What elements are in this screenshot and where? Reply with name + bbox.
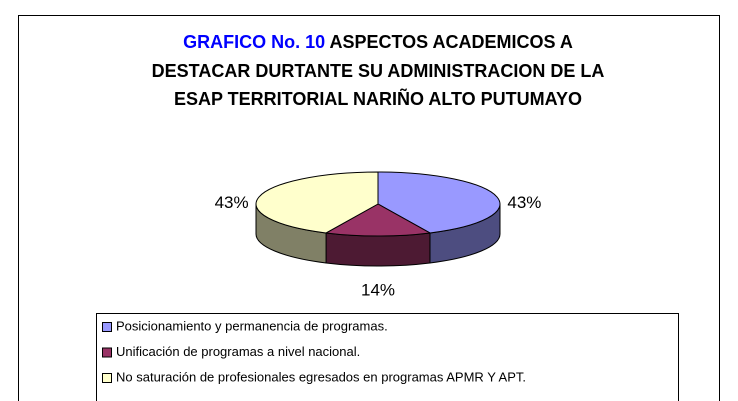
legend-box bbox=[96, 313, 679, 401]
pie-slice bbox=[255, 171, 379, 234]
data-label: 43% bbox=[215, 193, 249, 212]
title-highlight: GRAFICO No. 10 bbox=[183, 32, 325, 52]
legend-label: Posicionamiento y permanencia de program… bbox=[116, 318, 388, 333]
chart-title: GRAFICO No. 10 ASPECTOS ACADEMICOS A bbox=[183, 32, 573, 52]
legend-label: Unificación de programas a nivel naciona… bbox=[116, 344, 360, 359]
legend-swatch bbox=[102, 373, 112, 383]
legend-swatch bbox=[102, 347, 112, 358]
pie-slice bbox=[324, 203, 432, 237]
pie-slice bbox=[377, 171, 501, 234]
data-label: 14% bbox=[361, 280, 395, 299]
legend-label: No saturación de profesionales egresados… bbox=[116, 369, 526, 384]
data-label: 43% bbox=[507, 193, 541, 212]
title-line: DESTACAR DURTANTE SU ADMINISTRACION DE L… bbox=[152, 61, 605, 81]
title-line: ASPECTOS ACADEMICOS A bbox=[329, 32, 572, 52]
title-line: ESAP TERRITORIAL NARIÑO ALTO PUTUMAYO bbox=[174, 88, 582, 109]
pie-side bbox=[325, 232, 431, 267]
legend-swatch bbox=[102, 322, 112, 332]
